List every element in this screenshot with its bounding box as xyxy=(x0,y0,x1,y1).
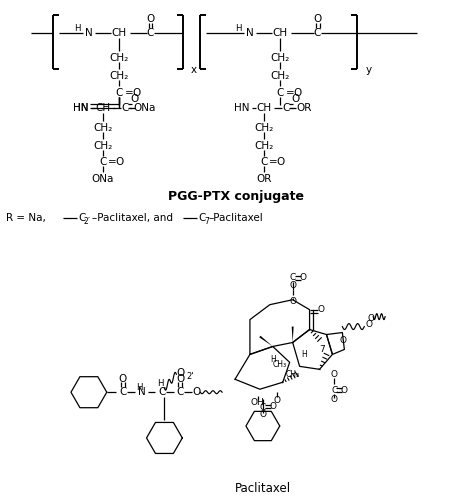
Text: O: O xyxy=(132,88,140,98)
Text: O: O xyxy=(176,374,184,384)
Text: =: = xyxy=(270,158,278,168)
Text: N: N xyxy=(138,387,145,397)
Text: O: O xyxy=(277,158,285,168)
Text: OH: OH xyxy=(251,398,265,406)
Text: N: N xyxy=(85,28,93,38)
Text: O: O xyxy=(289,282,296,290)
Text: 7: 7 xyxy=(320,345,325,354)
Text: CH₂: CH₂ xyxy=(93,122,113,132)
Text: 7: 7 xyxy=(204,216,209,226)
Text: C: C xyxy=(289,274,296,282)
Text: ′: ′ xyxy=(88,216,90,226)
Polygon shape xyxy=(259,336,273,346)
Text: –Paclitaxel, and: –Paclitaxel, and xyxy=(92,213,173,223)
Text: H: H xyxy=(136,382,143,392)
Text: C: C xyxy=(159,387,166,397)
Text: ONa: ONa xyxy=(92,174,114,184)
Text: O: O xyxy=(368,314,375,323)
Text: O: O xyxy=(318,305,325,314)
Text: O: O xyxy=(299,274,306,282)
Text: O: O xyxy=(331,394,338,404)
Text: O: O xyxy=(273,396,280,404)
Text: PGG-PTX conjugate: PGG-PTX conjugate xyxy=(168,190,304,203)
Text: =: = xyxy=(108,158,117,168)
Text: y: y xyxy=(365,65,371,75)
Text: H: H xyxy=(302,350,307,359)
Text: O: O xyxy=(259,410,266,418)
Text: O: O xyxy=(340,336,347,345)
Text: O: O xyxy=(314,14,322,24)
Text: Paclitaxel: Paclitaxel xyxy=(235,482,291,495)
Text: CH₃: CH₃ xyxy=(286,370,300,379)
Text: H: H xyxy=(270,355,276,364)
Text: O: O xyxy=(176,368,184,378)
Text: O: O xyxy=(146,14,155,24)
Text: HN: HN xyxy=(234,103,250,113)
Text: O: O xyxy=(131,94,139,104)
Text: O: O xyxy=(115,158,124,168)
Text: OR: OR xyxy=(296,103,311,113)
Text: CH: CH xyxy=(111,28,126,38)
Text: C: C xyxy=(331,386,338,394)
Text: C: C xyxy=(260,158,268,168)
Text: N: N xyxy=(246,28,254,38)
Text: C: C xyxy=(78,213,85,223)
Text: O: O xyxy=(119,374,127,384)
Text: O: O xyxy=(269,402,276,410)
Text: OR: OR xyxy=(256,174,272,184)
Text: H: H xyxy=(74,24,80,32)
Text: 2': 2' xyxy=(186,372,194,381)
Text: CH: CH xyxy=(95,103,110,113)
Text: H: H xyxy=(235,24,241,32)
Text: C: C xyxy=(115,88,123,98)
Text: CH₂: CH₂ xyxy=(109,53,128,63)
Text: CH: CH xyxy=(256,103,272,113)
Text: CH₂: CH₂ xyxy=(254,140,273,150)
Text: CH₂: CH₂ xyxy=(109,71,128,81)
Text: C: C xyxy=(119,387,126,397)
Text: C: C xyxy=(314,28,321,38)
Text: C: C xyxy=(276,88,283,98)
Text: C: C xyxy=(282,103,289,113)
Text: ONa: ONa xyxy=(133,103,156,113)
Text: CH₂: CH₂ xyxy=(270,71,289,81)
Text: H: H xyxy=(157,379,164,388)
Text: O: O xyxy=(341,386,348,394)
Text: O: O xyxy=(192,387,201,397)
Text: HN: HN xyxy=(73,103,88,113)
Text: =: = xyxy=(125,88,134,98)
Text: O: O xyxy=(289,297,296,306)
Text: C: C xyxy=(260,402,266,411)
Text: C: C xyxy=(147,28,154,38)
Text: O: O xyxy=(291,94,300,104)
Text: O: O xyxy=(294,88,302,98)
Text: C: C xyxy=(176,387,184,397)
Text: –Paclitaxel: –Paclitaxel xyxy=(208,213,263,223)
Text: O: O xyxy=(366,320,373,329)
Text: CH₃: CH₃ xyxy=(272,360,287,369)
Text: C: C xyxy=(99,158,106,168)
Text: CH₂: CH₂ xyxy=(270,53,289,63)
Text: R = Na,: R = Na, xyxy=(6,213,46,223)
Text: CH: CH xyxy=(272,28,287,38)
Text: CH₂: CH₂ xyxy=(254,122,273,132)
Text: =: = xyxy=(286,88,295,98)
Polygon shape xyxy=(292,326,294,342)
Text: C: C xyxy=(121,103,128,113)
Text: HN: HN xyxy=(73,103,88,113)
Text: x: x xyxy=(190,65,196,75)
Text: CH₂: CH₂ xyxy=(93,140,113,150)
Text: O: O xyxy=(331,370,338,379)
Text: 2: 2 xyxy=(84,216,88,226)
Text: C: C xyxy=(198,213,206,223)
